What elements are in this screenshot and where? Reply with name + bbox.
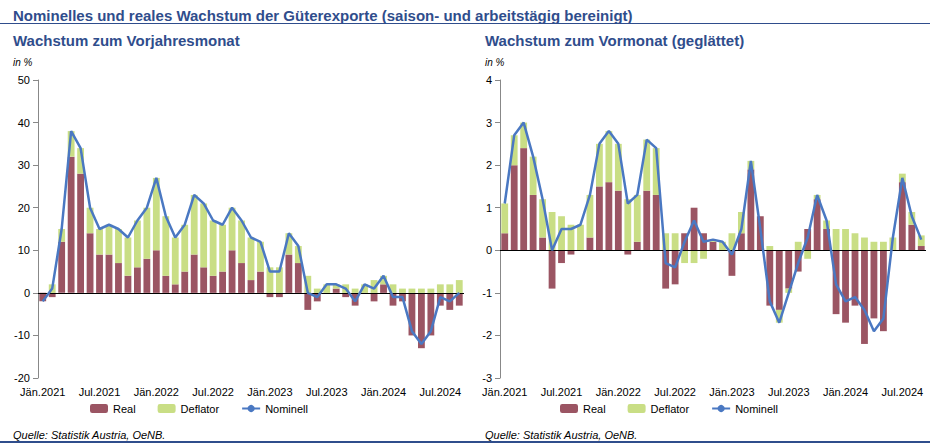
svg-text:4: 4	[486, 74, 492, 86]
svg-text:Jul.2024: Jul.2024	[882, 386, 924, 398]
svg-text:3: 3	[486, 117, 492, 129]
svg-text:Jul.2023: Jul.2023	[768, 386, 810, 398]
svg-text:Jän.2023: Jän.2023	[709, 386, 754, 398]
svg-text:-2: -2	[482, 329, 492, 341]
svg-text:Jän.2024: Jän.2024	[361, 386, 406, 398]
svg-text:Nominelles und reales Wachstum: Nominelles und reales Wachstum der Güter…	[13, 7, 633, 24]
svg-text:Quelle: Statistik Austria, OeN: Quelle: Statistik Austria, OeNB.	[13, 429, 165, 441]
svg-text:Jul.2024: Jul.2024	[420, 386, 462, 398]
svg-text:Jän.2022: Jän.2022	[596, 386, 641, 398]
svg-text:1: 1	[486, 202, 492, 214]
svg-text:Jul.2021: Jul.2021	[79, 386, 121, 398]
svg-text:Jul.2022: Jul.2022	[192, 386, 234, 398]
svg-text:Jän.2022: Jän.2022	[134, 386, 179, 398]
svg-text:Real: Real	[583, 403, 606, 415]
svg-text:-20: -20	[14, 372, 30, 384]
svg-text:-10: -10	[14, 329, 30, 341]
svg-text:0: 0	[486, 244, 492, 256]
svg-text:Wachstum zum Vorjahresmonat: Wachstum zum Vorjahresmonat	[13, 32, 240, 49]
svg-text:Jul.2023: Jul.2023	[306, 386, 348, 398]
svg-text:in %: in %	[485, 57, 505, 68]
svg-text:Nominell: Nominell	[735, 403, 778, 415]
svg-text:Jän.2024: Jän.2024	[823, 386, 868, 398]
svg-text:Jul.2021: Jul.2021	[541, 386, 583, 398]
svg-text:Nominell: Nominell	[265, 403, 308, 415]
svg-text:50: 50	[18, 74, 30, 86]
svg-text:Jul.2022: Jul.2022	[654, 386, 696, 398]
svg-text:40: 40	[18, 117, 30, 129]
svg-text:Wachstum zum Vormonat (geglätt: Wachstum zum Vormonat (geglättet)	[485, 32, 744, 49]
svg-text:2: 2	[486, 159, 492, 171]
svg-text:Deflator: Deflator	[181, 403, 220, 415]
svg-text:10: 10	[18, 244, 30, 256]
svg-text:-1: -1	[482, 287, 492, 299]
svg-text:Jän.2021: Jän.2021	[482, 386, 527, 398]
svg-text:Real: Real	[113, 403, 136, 415]
svg-text:Jän.2021: Jän.2021	[20, 386, 65, 398]
svg-text:30: 30	[18, 159, 30, 171]
svg-text:0: 0	[24, 287, 30, 299]
svg-text:Quelle: Statistik Austria, OeN: Quelle: Statistik Austria, OeNB.	[485, 429, 637, 441]
svg-text:Deflator: Deflator	[651, 403, 690, 415]
svg-text:-3: -3	[482, 372, 492, 384]
svg-text:20: 20	[18, 202, 30, 214]
svg-text:in %: in %	[13, 57, 33, 68]
svg-text:Jän.2023: Jän.2023	[247, 386, 292, 398]
